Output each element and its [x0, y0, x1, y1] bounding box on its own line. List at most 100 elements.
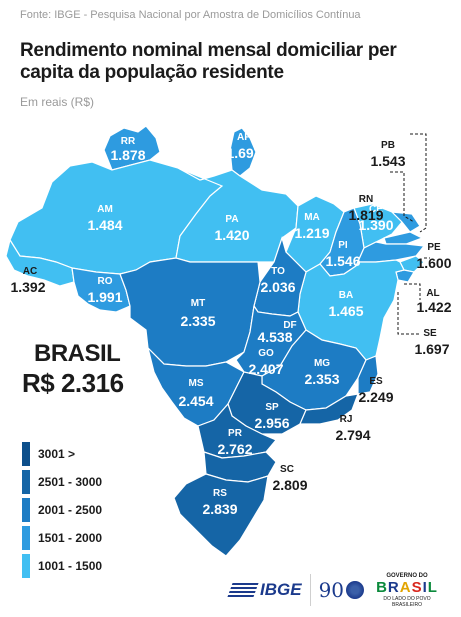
state-code-es: ES [369, 376, 383, 387]
state-code-to: TO [271, 266, 285, 277]
map-legend: 3001 > 2501 - 3000 2001 - 2500 1501 - 20… [22, 440, 102, 580]
state-code-ap: AP [237, 132, 251, 143]
state-code-ms: MS [189, 378, 204, 389]
gov-bottom-text: DO LADO DO POVO BRASILEIRO [383, 595, 431, 608]
legend-label: 1001 - 1500 [38, 559, 103, 573]
state-rn [390, 211, 421, 233]
state-value-es: 2.249 [358, 389, 393, 405]
state-code-rs: RS [213, 488, 227, 499]
state-value-ms: 2.454 [178, 393, 213, 409]
anniversary-seal-icon [346, 581, 365, 599]
state-value-rs: 2.839 [202, 501, 237, 517]
gov-wordmark: BRASIL [376, 578, 438, 596]
legend-swatch [22, 498, 30, 522]
state-rs [173, 473, 269, 557]
ibge-mark-icon [227, 583, 259, 597]
state-code-mg: MG [314, 358, 330, 369]
state-code-rj: RJ [340, 414, 353, 425]
legend-item: 1001 - 1500 [22, 552, 102, 580]
state-ac [5, 238, 75, 287]
state-code-rn: RN [359, 194, 373, 205]
callout-leader-line [410, 133, 427, 233]
callout-leader-line [397, 292, 420, 335]
state-value-mt: 2.335 [180, 313, 215, 329]
legend-swatch [22, 442, 30, 466]
legend-swatch [22, 554, 30, 578]
brasil-value: R$ 2.316 [22, 368, 124, 398]
state-code-ro: RO [98, 276, 113, 287]
state-code-pi: PI [338, 240, 348, 251]
state-code-pb: PB [381, 140, 395, 151]
footer-logos: IBGE 90 GOVERNO DO BRASIL DO LADO DO POV… [227, 572, 440, 608]
state-code-rr: RR [121, 136, 136, 147]
state-value-ba: 1.465 [328, 303, 363, 319]
legend-label: 2001 - 2500 [38, 503, 103, 517]
state-code-pr: PR [228, 428, 243, 439]
state-code-al: AL [426, 288, 439, 299]
callout-leaders [390, 133, 430, 335]
state-value-pe: 1.600 [416, 255, 451, 271]
state-rr [103, 125, 161, 171]
state-code-pa: PA [225, 214, 238, 225]
page-subtitle: Em reais (R$) [20, 95, 95, 109]
state-value-ap: 1.697 [226, 145, 261, 161]
state-es [357, 355, 379, 395]
brasil-label: BRASIL [34, 340, 121, 367]
callout-leader-line [404, 283, 421, 300]
state-value-df: 4.538 [257, 329, 292, 345]
state-code-se: SE [423, 328, 437, 339]
state-code-ma: MA [304, 212, 320, 223]
state-value-pb: 1.543 [370, 153, 405, 169]
state-value-al: 1.422 [416, 299, 451, 315]
legend-label: 3001 > [38, 447, 76, 461]
state-mt [119, 257, 261, 367]
map-regions [5, 125, 426, 557]
state-code-sp: SP [265, 402, 279, 413]
state-ro [71, 267, 131, 313]
state-value-rr: 1.878 [110, 147, 145, 163]
state-value-to: 2.036 [260, 279, 295, 295]
state-value-go: 2.407 [248, 361, 283, 377]
legend-swatch [22, 470, 30, 494]
state-code-go: GO [258, 348, 274, 359]
state-rj [299, 393, 359, 425]
state-value-mg: 2.353 [304, 371, 339, 387]
state-value-pa: 1.420 [214, 227, 249, 243]
ninety-years-logo: 90 [318, 578, 345, 602]
state-value-ac: 1.392 [10, 279, 45, 295]
state-code-pe: PE [427, 242, 441, 253]
state-value-se: 1.697 [414, 341, 449, 357]
state-value-ce: 1.390 [358, 217, 393, 233]
legend-item: 3001 > [22, 440, 102, 468]
map-labels: RR1.878 AP 1.697 AM 1.484 PA 1.420 MA 1.219 CE 1.3… [10, 132, 451, 517]
source-note: Fonte: IBGE - Pesquisa Nacional por Amos… [20, 9, 361, 21]
state-code-mt: MT [191, 298, 205, 309]
governo-brasil-logo: GOVERNO DO BRASIL DO LADO DO POVO BRASIL… [374, 573, 440, 608]
state-value-ro: 1.991 [87, 289, 122, 305]
ibge-wordmark: IBGE [260, 580, 302, 599]
legend-item: 1501 - 2000 [22, 524, 102, 552]
state-code-ce: CE [369, 204, 383, 215]
gov-top-text: GOVERNO DO [386, 572, 428, 579]
legend-item: 2001 - 2500 [22, 496, 102, 524]
state-value-sc: 2.809 [272, 477, 307, 493]
state-value-sp: 2.956 [254, 415, 289, 431]
page-title: Rendimento nominal mensal domiciliar per… [20, 40, 397, 83]
legend-item: 2501 - 3000 [22, 468, 102, 496]
state-value-ma: 1.219 [294, 225, 329, 241]
state-code-am: AM [97, 204, 113, 215]
state-code-sc: SC [280, 464, 294, 475]
state-code-ac: AC [23, 266, 37, 277]
legend-swatch [22, 526, 30, 550]
legend-label: 1501 - 2000 [38, 531, 103, 545]
legend-label: 2501 - 3000 [38, 475, 103, 489]
state-code-ba: BA [339, 290, 353, 301]
state-value-pr: 2.762 [217, 441, 252, 457]
ibge-logo: IBGE [227, 580, 302, 600]
state-value-am: 1.484 [87, 217, 122, 233]
logo-divider [309, 574, 311, 606]
state-pb [383, 231, 424, 245]
callout-leader-line [390, 171, 415, 223]
state-value-pi: 1.546 [325, 253, 360, 269]
